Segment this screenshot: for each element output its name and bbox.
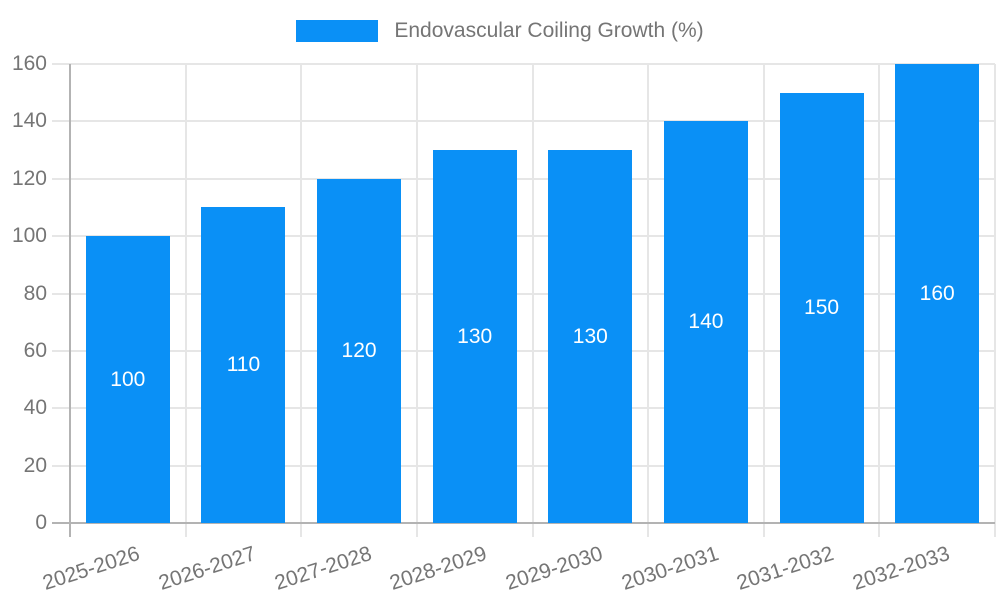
horizontal-gridline	[52, 349, 995, 352]
y-tick-label: 0	[35, 511, 47, 534]
bar-value-label: 100	[110, 367, 146, 391]
vertical-gridline	[184, 64, 187, 537]
x-category-label: 2030-2031	[618, 542, 722, 595]
bar-value-label: 130	[572, 324, 608, 348]
x-category-label: 2032-2033	[849, 542, 953, 595]
vertical-gridline	[994, 64, 996, 537]
horizontal-gridline	[52, 63, 995, 65]
horizontal-gridline	[52, 407, 995, 410]
vertical-gridline	[647, 64, 650, 537]
y-tick-label: 160	[11, 52, 47, 75]
bar[interactable]: 100	[85, 236, 170, 523]
bar[interactable]: 120	[317, 178, 402, 523]
bar[interactable]: 140	[663, 121, 748, 523]
x-category-label: 2026-2027	[155, 542, 259, 595]
vertical-gridline	[762, 64, 765, 537]
bar-value-label: 140	[688, 310, 724, 334]
bar-value-label: 120	[341, 338, 377, 362]
y-tick-label: 100	[11, 224, 47, 248]
bar[interactable]: 130	[548, 150, 633, 523]
bar-value-label: 160	[919, 281, 955, 305]
horizontal-gridline	[52, 464, 995, 467]
legend-label: Endovascular Coiling Growth (%)	[394, 19, 704, 42]
horizontal-gridline	[52, 292, 995, 295]
x-category-label: 2029-2030	[502, 542, 606, 595]
vertical-gridline	[300, 64, 303, 537]
horizontal-gridline	[52, 177, 995, 180]
bar[interactable]: 150	[779, 92, 864, 523]
x-category-label: 2028-2029	[387, 542, 490, 595]
y-tick-label: 40	[23, 396, 47, 420]
x-category-label: 2027-2028	[271, 542, 375, 595]
x-axis-line	[52, 522, 995, 524]
vertical-gridline	[531, 64, 534, 537]
vertical-gridline	[415, 64, 418, 537]
y-tick-label: 80	[23, 281, 47, 305]
horizontal-gridline	[52, 120, 995, 123]
y-tick-label: 60	[23, 338, 47, 362]
legend: Endovascular Coiling Growth (%)	[0, 20, 1000, 42]
legend-swatch	[296, 20, 379, 42]
bar-value-label: 110	[226, 353, 261, 377]
y-axis-line	[69, 64, 71, 537]
y-tick-label: 140	[11, 109, 47, 133]
bar[interactable]: 110	[201, 207, 286, 523]
bar[interactable]: 160	[895, 64, 980, 523]
vertical-gridline	[878, 64, 881, 537]
bar-value-label: 150	[804, 295, 840, 319]
y-tick-label: 20	[23, 453, 47, 477]
bar-value-label: 130	[457, 324, 493, 348]
bar[interactable]: 130	[432, 150, 517, 523]
x-category-label: 2025-2026	[40, 542, 143, 595]
y-tick-label: 120	[11, 166, 47, 190]
x-category-label: 2031-2032	[734, 542, 837, 595]
horizontal-gridline	[52, 235, 995, 238]
